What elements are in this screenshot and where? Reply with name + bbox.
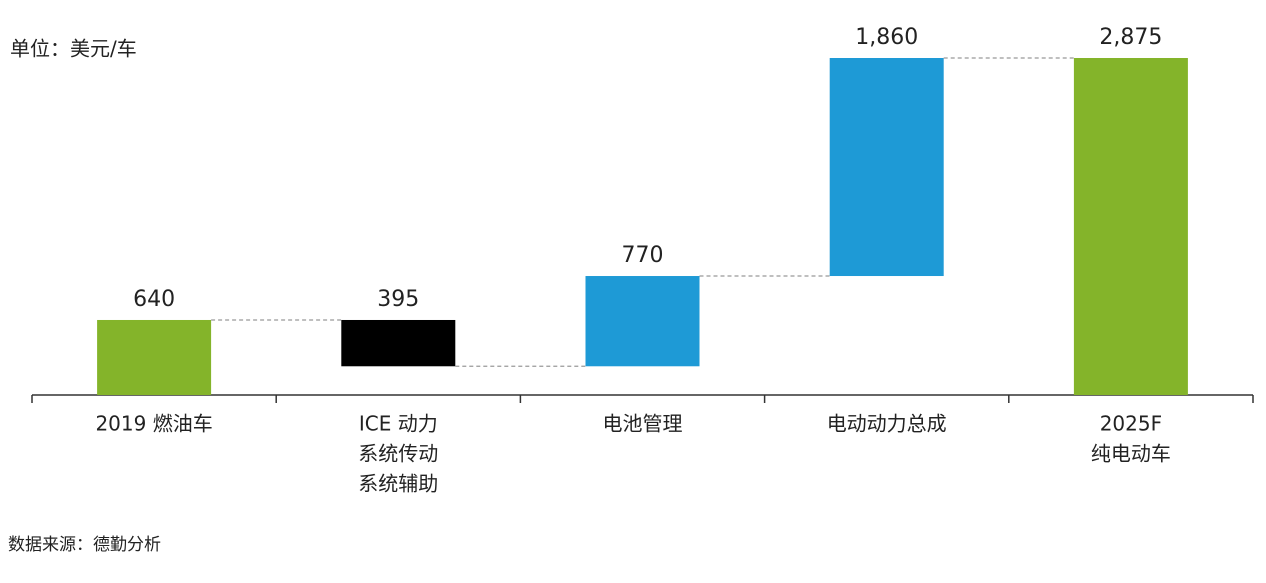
value-label: 1,860 bbox=[855, 25, 918, 50]
value-label: 640 bbox=[133, 287, 175, 312]
bar bbox=[829, 58, 944, 277]
x-tick-label: 2025F bbox=[1100, 412, 1162, 436]
x-tick-label: 2019 燃油车 bbox=[95, 412, 212, 436]
x-tick-label: ICE 动力 bbox=[359, 412, 438, 436]
source-note: 数据来源：德勤分析 bbox=[8, 535, 161, 555]
x-tick-label: 电动动力总成 bbox=[827, 412, 947, 436]
x-tick-label: 电池管理 bbox=[603, 412, 683, 436]
bar bbox=[341, 319, 456, 367]
bar bbox=[97, 319, 212, 395]
bar bbox=[585, 276, 700, 367]
x-tick-label: 系统辅助 bbox=[358, 472, 438, 496]
x-tick-label: 纯电动车 bbox=[1091, 442, 1171, 466]
value-label: 2,875 bbox=[1099, 25, 1162, 50]
value-label: 395 bbox=[377, 287, 419, 312]
bar bbox=[1073, 58, 1188, 395]
x-tick-label: 系统传动 bbox=[358, 442, 438, 466]
unit-label: 单位：美元/车 bbox=[10, 37, 137, 61]
value-label: 770 bbox=[622, 243, 664, 268]
